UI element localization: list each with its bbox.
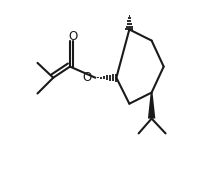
Text: O: O	[82, 71, 92, 84]
Text: O: O	[69, 30, 78, 43]
Polygon shape	[148, 93, 155, 119]
